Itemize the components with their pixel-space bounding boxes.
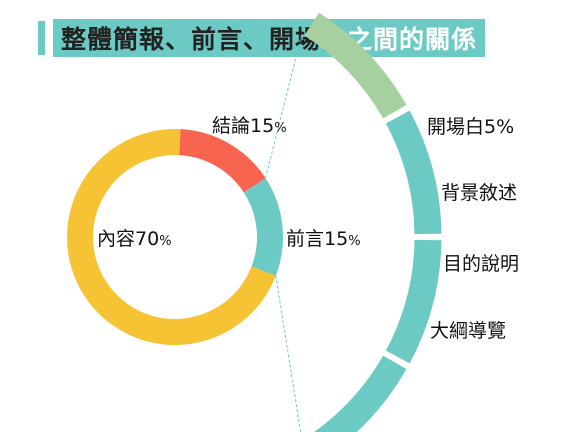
label-purpose: 目的說明 xyxy=(443,253,519,275)
label-conclusion: 結論15% xyxy=(212,115,287,137)
title-tail: 之間的關係 xyxy=(347,25,478,54)
title-block: 整體簡報、前言、開場白 之間的關係 xyxy=(38,19,486,57)
donut-chart xyxy=(67,129,283,345)
breakdown-segment-4 xyxy=(314,355,407,432)
label-opening: 開場白5% xyxy=(427,116,514,138)
label-background: 背景敘述 xyxy=(441,182,517,204)
breakdown-arc xyxy=(304,12,442,432)
title-box: 整體簡報、前言、開場白 之間的關係 xyxy=(53,19,486,57)
breakdown-segment-2 xyxy=(385,110,442,235)
breakdown-segment-3 xyxy=(385,239,442,364)
connector-lines xyxy=(265,33,303,432)
title-accent-bar xyxy=(38,21,45,55)
label-preface: 前言15% xyxy=(286,228,361,250)
breakdown-segment-1 xyxy=(304,12,407,119)
title-main: 整體簡報、前言、開場白 xyxy=(61,25,348,54)
donut-slice-3 xyxy=(178,129,266,193)
connector-line-2 xyxy=(275,275,302,432)
label-content: 內容70% xyxy=(97,228,172,250)
donut-slice-1 xyxy=(243,178,283,276)
donut-slice-2 xyxy=(67,129,276,345)
connector-line-1 xyxy=(265,33,303,179)
label-outline: 大綱導覽 xyxy=(430,320,506,342)
